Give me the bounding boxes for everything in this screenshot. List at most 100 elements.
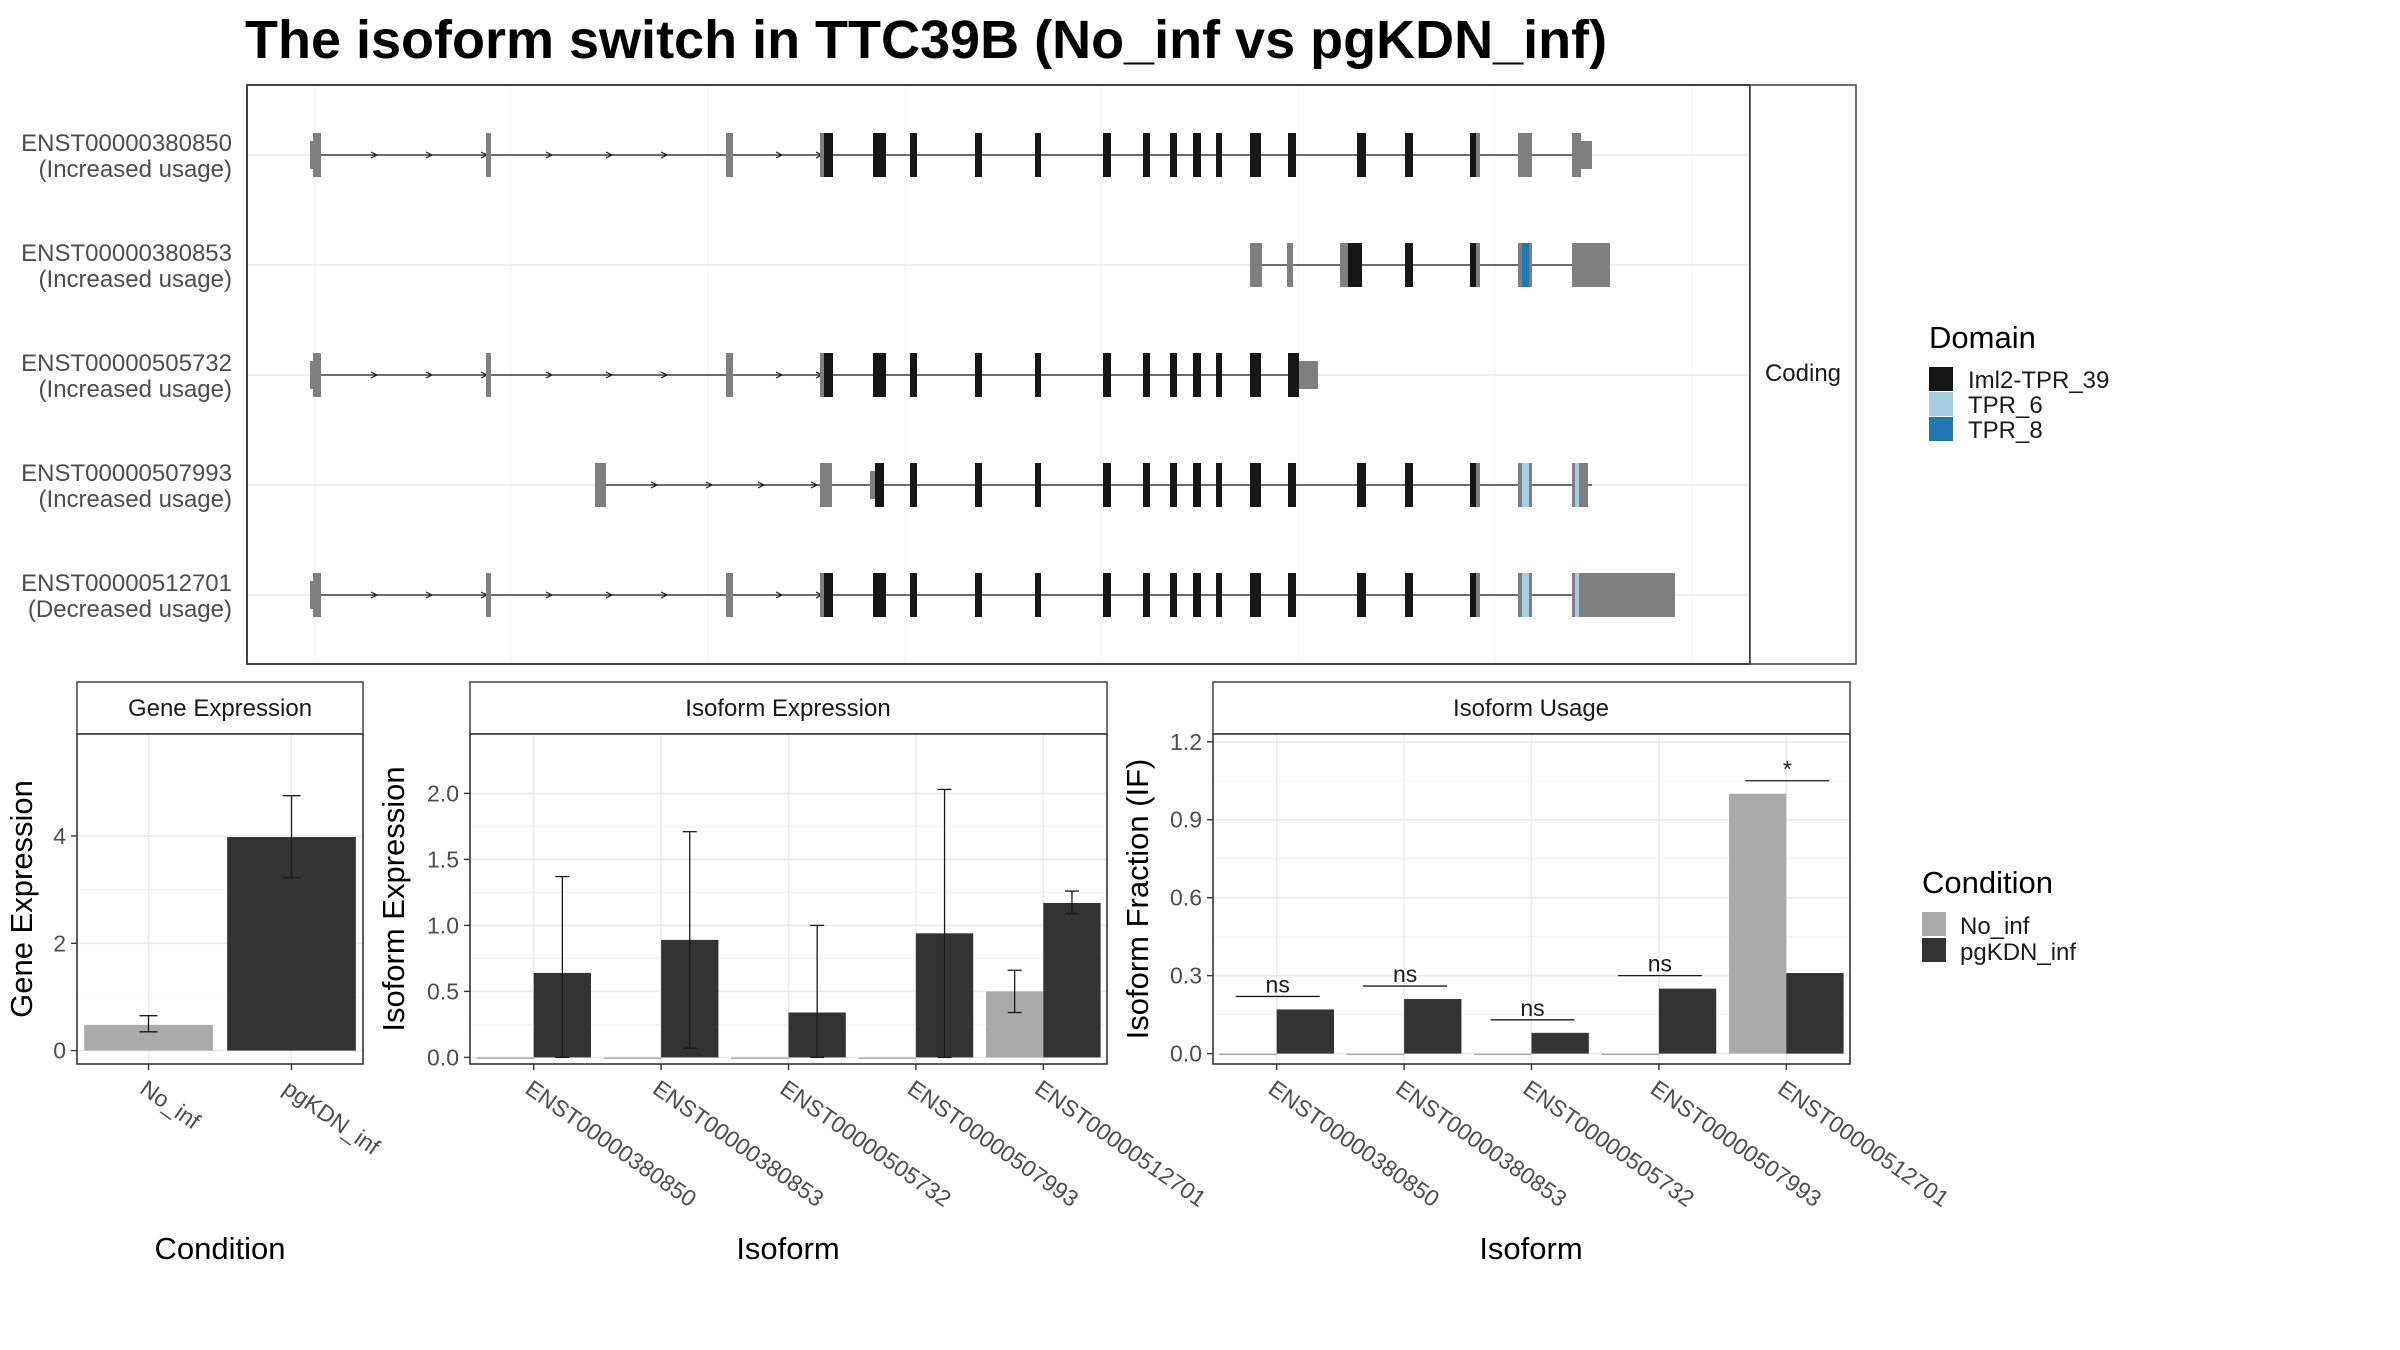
isoform-structure-panel: Coding ENST00000380850 (Increased usage)… xyxy=(21,84,2109,665)
intron-direction-arrow xyxy=(545,151,554,159)
exon-domain-iml2-tpr-39 xyxy=(1288,133,1296,177)
exon-domain-iml2-tpr-39 xyxy=(1250,133,1261,177)
exon-domain-iml2-tpr-39 xyxy=(975,133,982,177)
exon-domain-iml2-tpr-39 xyxy=(1170,353,1177,397)
significance-label: ns xyxy=(1648,951,1672,977)
isoform-strip xyxy=(1749,84,1857,665)
intron-direction-arrow xyxy=(757,481,766,489)
exon-domain-iml2-tpr-39 xyxy=(1288,573,1296,617)
significance-label: ns xyxy=(1393,961,1417,987)
exon-utr xyxy=(870,471,875,499)
y-tick-label: 0.0 xyxy=(1170,1041,1202,1067)
bar xyxy=(1786,973,1844,1054)
exon-utr xyxy=(1476,463,1480,507)
exon-domain-iml2-tpr-39 xyxy=(824,573,833,617)
bar xyxy=(1531,1032,1589,1054)
y-axis-title: Gene Expression xyxy=(4,780,39,1018)
exon-domain-iml2-tpr-39 xyxy=(873,133,886,177)
domain-legend-label: TPR_6 xyxy=(1968,392,2043,419)
isoform-label-status: (Decreased usage) xyxy=(28,596,232,623)
exon-domain-iml2-tpr-39 xyxy=(975,463,982,507)
bar xyxy=(1404,999,1462,1054)
exon-utr xyxy=(1580,141,1592,169)
y-tick-label: 0.6 xyxy=(1170,885,1202,911)
exon-domain-iml2-tpr-39 xyxy=(910,353,917,397)
exon-utr xyxy=(1518,463,1522,507)
bar xyxy=(1474,1053,1532,1056)
intron-direction-arrow xyxy=(775,371,784,379)
exon-domain-iml2-tpr-39 xyxy=(1103,353,1111,397)
exon-utr xyxy=(1579,463,1588,507)
y-tick-label: 1.2 xyxy=(1170,729,1202,755)
exon-utr xyxy=(1579,573,1675,617)
chart-strip xyxy=(1212,681,1851,735)
exon-domain-iml2-tpr-39 xyxy=(1470,463,1476,507)
exon-domain-iml2-tpr-39 xyxy=(1470,573,1476,617)
isoform-label-id: ENST00000380853 xyxy=(21,240,232,267)
exon-domain-iml2-tpr-39 xyxy=(1103,573,1111,617)
exon-domain-iml2-tpr-39 xyxy=(1170,463,1177,507)
significance-label: * xyxy=(1783,756,1792,782)
y-axis-title: Isoform Expression xyxy=(376,766,411,1031)
exon-domain-iml2-tpr-39 xyxy=(1250,353,1261,397)
domain-legend-label: Iml2-TPR_39 xyxy=(1968,367,2109,394)
exon-utr xyxy=(820,573,825,617)
intron-direction-arrow xyxy=(705,481,714,489)
chart-strip xyxy=(76,681,364,735)
intron-direction-arrow xyxy=(660,591,669,599)
exon-domain-iml2-tpr-39 xyxy=(975,353,982,397)
intron-direction-arrow xyxy=(660,151,669,159)
significance-label: ns xyxy=(1266,971,1290,997)
exon-domain-iml2-tpr-39 xyxy=(1170,573,1177,617)
exon-domain-iml2-tpr-39 xyxy=(1035,463,1041,507)
exon-utr xyxy=(486,133,491,177)
intron-direction-arrow xyxy=(660,371,669,379)
exon-utr xyxy=(1518,573,1522,617)
exon-domain-iml2-tpr-39 xyxy=(1357,573,1366,617)
y-tick-label: 2.0 xyxy=(427,780,459,806)
exon-domain-iml2-tpr-39 xyxy=(1405,243,1413,287)
chart-strip xyxy=(469,681,1108,735)
exon-domain-iml2-tpr-39 xyxy=(1250,573,1261,617)
exon-utr xyxy=(310,141,314,169)
isoform-label-id: ENST00000507993 xyxy=(21,460,232,487)
exon-domain-iml2-tpr-39 xyxy=(1143,573,1150,617)
isoform-label-status: (Increased usage) xyxy=(39,376,232,403)
isoform-label-status: (Increased usage) xyxy=(39,266,232,293)
condition-legend: Condition No_inf pgKDN_inf xyxy=(1922,865,2076,966)
intron-direction-arrow xyxy=(370,371,379,379)
exon-utr xyxy=(1529,463,1532,507)
intron-direction-arrow xyxy=(545,371,554,379)
bar xyxy=(1043,902,1101,1058)
exon-utr xyxy=(310,581,314,609)
y-tick-label: 0.9 xyxy=(1170,807,1202,833)
condition-legend-key xyxy=(1922,938,1946,962)
exon-utr xyxy=(1476,133,1480,177)
intron-direction-arrow xyxy=(545,591,554,599)
exon-utr xyxy=(313,573,321,617)
exon-utr xyxy=(726,133,733,177)
exon-utr xyxy=(1529,573,1532,617)
y-tick-label: 0.3 xyxy=(1170,963,1202,989)
exon-domain-iml2-tpr-39 xyxy=(1288,463,1296,507)
isoform-structure-row xyxy=(310,573,1675,617)
domain-legend-key xyxy=(1929,417,1953,441)
isoform-structure-row xyxy=(595,463,1592,507)
y-tick-label: 1.0 xyxy=(427,912,459,938)
intron-direction-arrow xyxy=(425,591,434,599)
exon-domain-iml2-tpr-39 xyxy=(1405,573,1413,617)
intron-direction-arrow xyxy=(605,151,614,159)
exon-utr xyxy=(1476,573,1480,617)
domain-legend-label: TPR_8 xyxy=(1968,417,2043,444)
figure-title: The isoform switch in TTC39B (No_inf vs … xyxy=(245,10,1607,70)
y-axis-title: Isoform Fraction (IF) xyxy=(1120,759,1155,1040)
bar xyxy=(476,1057,534,1059)
x-axis-title: Isoform xyxy=(736,1231,839,1266)
y-tick-label: 0.0 xyxy=(427,1044,459,1070)
exon-utr xyxy=(726,353,733,397)
exon-domain-iml2-tpr-39 xyxy=(1193,133,1201,177)
exon-domain-iml2-tpr-39 xyxy=(824,133,833,177)
exon-domain-iml2-tpr-39 xyxy=(1216,353,1222,397)
exon-utr xyxy=(313,133,321,177)
exon-utr xyxy=(820,353,825,397)
